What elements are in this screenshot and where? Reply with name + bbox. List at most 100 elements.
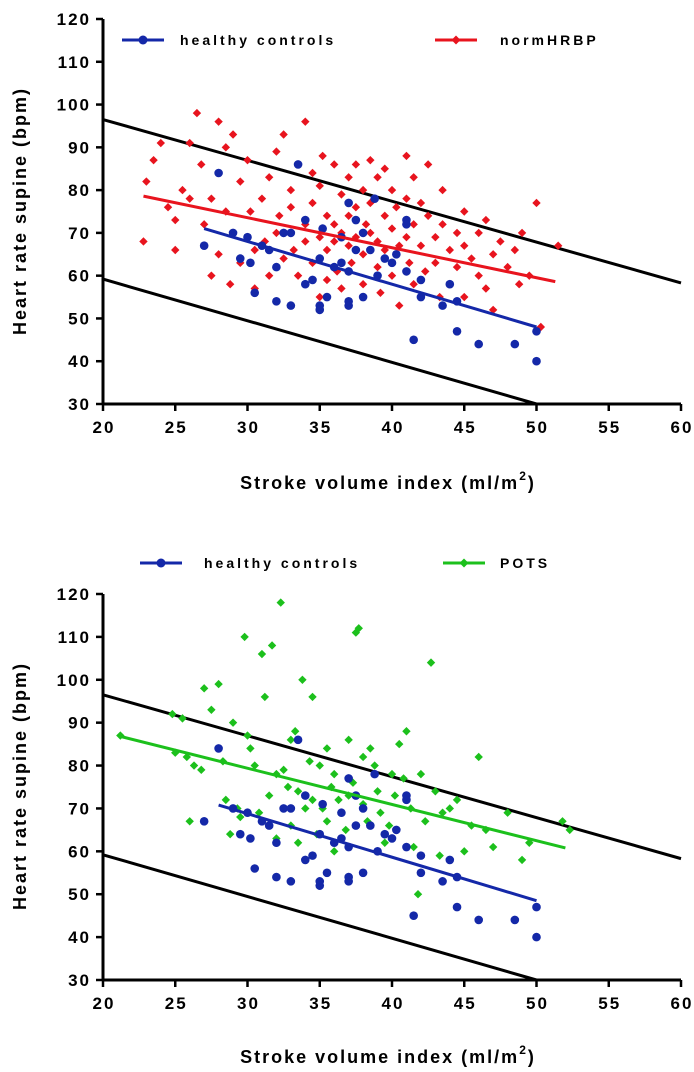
data-point bbox=[330, 160, 339, 169]
data-point bbox=[358, 250, 368, 259]
data-point bbox=[565, 825, 574, 835]
x-tick-label: 30 bbox=[237, 994, 260, 1013]
data-point bbox=[142, 177, 151, 186]
x-tick-label: 50 bbox=[526, 418, 549, 437]
lower-reference-line bbox=[102, 277, 537, 406]
data-point bbox=[330, 769, 339, 779]
data-point bbox=[344, 173, 353, 182]
data-point bbox=[250, 288, 260, 298]
x-tick-label: 55 bbox=[598, 418, 621, 437]
data-point bbox=[402, 795, 411, 805]
data-point bbox=[315, 232, 324, 242]
data-point bbox=[460, 847, 469, 856]
data-point bbox=[301, 855, 310, 865]
legend-swatch-marker bbox=[459, 558, 469, 568]
data-point bbox=[293, 271, 303, 280]
data-point bbox=[275, 211, 284, 220]
data-point bbox=[337, 808, 346, 818]
data-point bbox=[553, 241, 563, 250]
data-point bbox=[199, 684, 209, 693]
data-point bbox=[185, 817, 194, 826]
data-point bbox=[286, 185, 296, 195]
data-point bbox=[199, 220, 209, 229]
data-point bbox=[351, 160, 361, 169]
data-point bbox=[402, 727, 411, 736]
x-tick-label: 35 bbox=[309, 418, 332, 437]
data-point bbox=[380, 245, 389, 255]
data-point bbox=[235, 829, 245, 839]
data-point bbox=[402, 267, 411, 276]
y-tick-label: 70 bbox=[68, 224, 91, 243]
data-point bbox=[380, 164, 389, 173]
data-point bbox=[445, 804, 454, 813]
data-point bbox=[409, 280, 418, 289]
data-point bbox=[361, 220, 371, 229]
data-point bbox=[171, 748, 180, 757]
data-point bbox=[416, 851, 426, 860]
data-point bbox=[380, 829, 390, 839]
data-point bbox=[481, 825, 491, 835]
legend-swatch-marker bbox=[156, 558, 166, 568]
data-point bbox=[416, 868, 426, 878]
data-point bbox=[322, 868, 332, 878]
data-point bbox=[514, 280, 524, 289]
data-point bbox=[246, 258, 255, 268]
y-tick-label: 110 bbox=[58, 628, 91, 647]
x-axis-title: Stroke volume index (ml/m2) bbox=[240, 469, 536, 493]
data-point bbox=[290, 727, 300, 736]
data-point bbox=[351, 215, 361, 225]
legend-swatch-marker bbox=[138, 35, 148, 45]
data-point bbox=[358, 752, 368, 762]
data-point bbox=[431, 232, 440, 242]
data-point bbox=[376, 808, 385, 817]
data-point bbox=[392, 203, 401, 212]
data-point bbox=[301, 804, 310, 813]
data-point bbox=[250, 761, 259, 770]
series-healthy-controls bbox=[199, 735, 541, 942]
data-point bbox=[474, 271, 483, 280]
data-point bbox=[207, 705, 216, 714]
data-point bbox=[283, 782, 293, 792]
data-point bbox=[171, 245, 180, 255]
data-point bbox=[192, 108, 202, 118]
data-point bbox=[392, 825, 401, 835]
data-point bbox=[163, 203, 173, 212]
data-point bbox=[322, 292, 332, 302]
data-point bbox=[337, 190, 346, 199]
data-point bbox=[260, 692, 270, 702]
data-point bbox=[370, 761, 379, 770]
data-point bbox=[279, 228, 288, 238]
y-tick-label: 110 bbox=[58, 53, 91, 72]
data-point bbox=[197, 160, 206, 169]
data-point bbox=[438, 185, 447, 195]
data-point bbox=[322, 275, 332, 285]
data-point bbox=[409, 842, 418, 852]
data-point bbox=[358, 868, 368, 878]
x-tick-label: 40 bbox=[382, 418, 405, 437]
data-point bbox=[370, 194, 379, 203]
data-point bbox=[199, 817, 209, 826]
data-point bbox=[301, 237, 310, 246]
data-point bbox=[387, 271, 397, 280]
data-point bbox=[236, 177, 245, 186]
x-tick-label: 60 bbox=[671, 418, 694, 437]
legend-label: POTS bbox=[500, 555, 550, 571]
data-point bbox=[435, 851, 444, 860]
data-point bbox=[525, 838, 534, 847]
data-point bbox=[358, 228, 368, 238]
regression-line-normhrbp bbox=[143, 194, 556, 284]
data-point bbox=[445, 855, 455, 865]
y-axis-title: Heart rate supine (bpm) bbox=[10, 87, 30, 335]
data-point bbox=[279, 130, 288, 139]
data-point bbox=[221, 795, 231, 805]
data-point bbox=[337, 258, 346, 268]
data-point bbox=[286, 228, 296, 238]
data-point bbox=[171, 215, 180, 225]
data-point bbox=[405, 258, 414, 268]
data-point bbox=[409, 173, 418, 182]
data-point bbox=[354, 624, 363, 633]
data-point bbox=[373, 173, 382, 182]
data-point bbox=[286, 301, 296, 310]
data-point bbox=[235, 254, 245, 263]
data-point bbox=[452, 795, 462, 805]
